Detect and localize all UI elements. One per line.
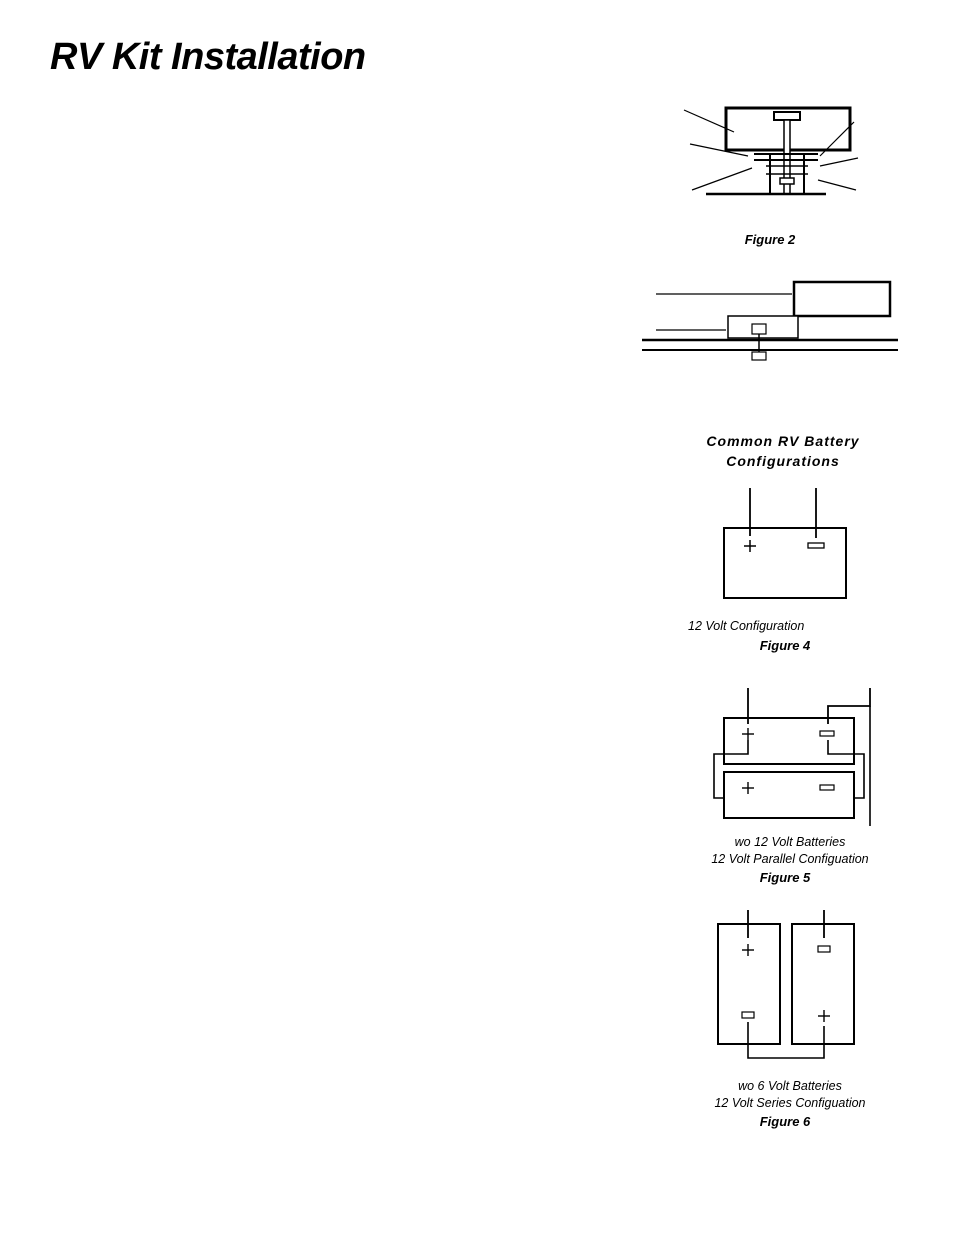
figure-6-subcap-2: 12 Volt Series Configuation <box>714 1096 865 1110</box>
battery-config-heading: Common RV Battery Configurations <box>658 432 908 471</box>
figure-5-block <box>700 688 880 828</box>
figure-6-drawing <box>700 910 880 1070</box>
figure-5-drawing <box>700 688 880 828</box>
figure-4-label: Figure 4 <box>680 638 890 653</box>
figure-6-block <box>700 910 880 1070</box>
figure-2-drawing <box>670 104 870 204</box>
figure-6-label: Figure 6 <box>680 1114 890 1129</box>
figure-3-drawing <box>640 278 904 368</box>
figure-5-subcap-1: wo 12 Volt Batteries <box>735 835 846 849</box>
figure-2-block <box>670 104 870 204</box>
figure-4-subcap: 12 Volt Configuration <box>670 618 918 635</box>
figure-2-label: Figure 2 <box>680 232 860 247</box>
heading-line1: Common RV Battery <box>706 433 859 449</box>
figure-3-block <box>640 278 904 368</box>
figure-4-drawing <box>700 488 870 608</box>
figure-5-label: Figure 5 <box>680 870 890 885</box>
heading-line2: Configurations <box>726 453 840 469</box>
figure-5-subcap-2: 12 Volt Parallel Configuation <box>711 852 868 866</box>
figure-4-block <box>700 488 870 608</box>
figure-6-subcap-1: wo 6 Volt Batteries <box>738 1079 842 1093</box>
page-title: RV Kit Installation <box>50 36 366 79</box>
